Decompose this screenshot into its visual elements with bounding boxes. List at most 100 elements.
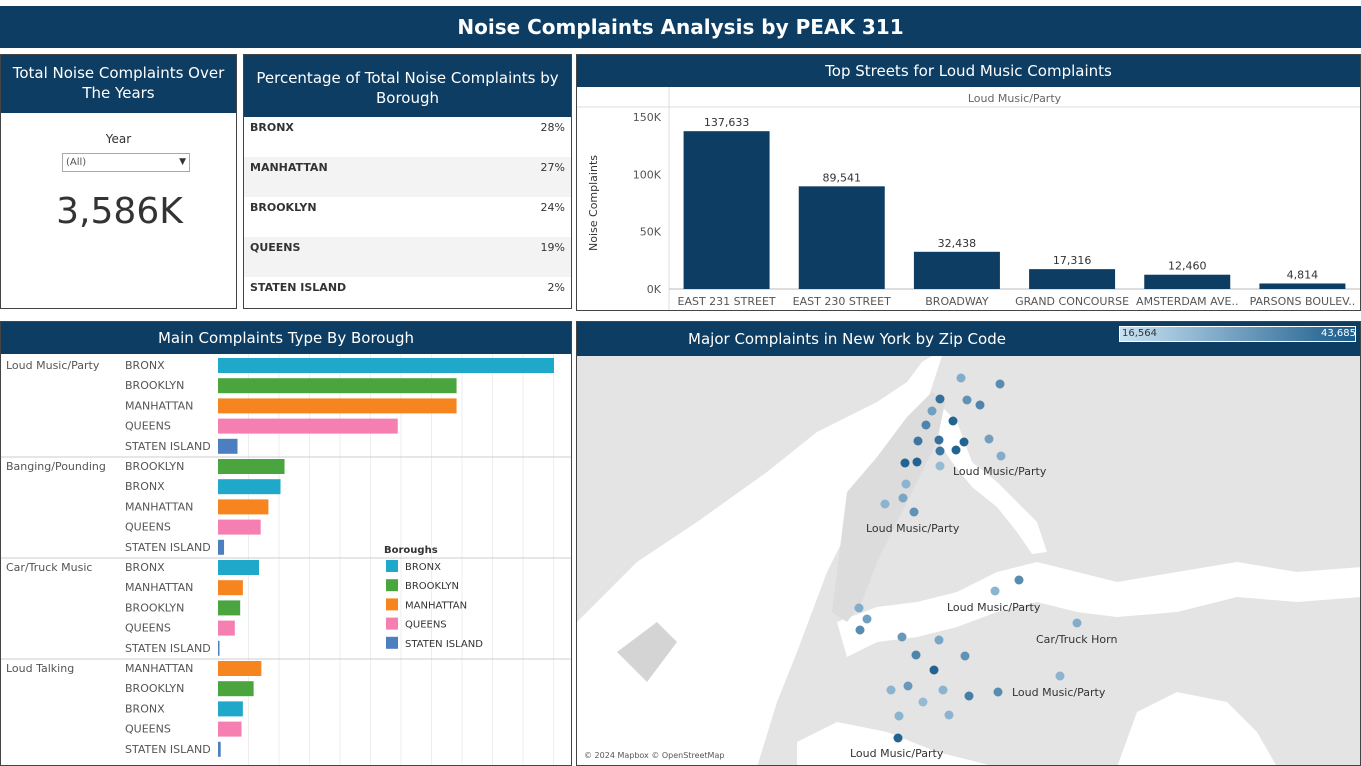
pct-row[interactable]: STATEN ISLAND 2% [244,277,571,308]
zip-marker[interactable] [927,406,937,416]
legend-label: BRONX [405,562,441,573]
zip-marker[interactable] [959,437,969,447]
pct-row[interactable]: BROOKLYN 24% [244,197,571,237]
zip-marker[interactable] [886,685,896,695]
borough-label: BRONX [125,359,165,372]
borough-label: MANHATTAN [125,500,193,513]
main-panel-title: Main Complaints Type By Borough [1,322,571,354]
zip-marker[interactable] [897,632,907,642]
zip-marker[interactable] [935,461,945,471]
zip-marker[interactable] [934,635,944,645]
legend-swatch[interactable] [386,598,398,611]
pct-borough-name: MANHATTAN [250,161,328,174]
zip-marker[interactable] [956,373,966,383]
total-complaints-panel: Total Noise Complaints Over The Years Ye… [0,54,237,309]
street-bar[interactable] [798,186,885,289]
legend-swatch[interactable] [386,560,398,572]
zip-marker[interactable] [862,614,872,624]
zip-marker[interactable] [934,435,944,445]
bar-value-label: 32,438 [938,237,977,250]
complaint-type-label: Car/Truck Music [6,561,92,574]
zip-marker[interactable] [893,733,903,743]
borough-bar[interactable] [218,358,554,373]
street-bar[interactable] [913,251,1000,289]
zip-marker[interactable] [898,493,908,503]
zip-marker[interactable] [894,711,904,721]
borough-bar[interactable] [218,398,457,414]
zip-marker[interactable] [929,665,939,675]
y-tick-label: 150K [633,111,662,124]
y-axis-label: Noise Complaints [587,155,600,251]
zip-marker[interactable] [964,691,974,701]
borough-bar[interactable] [218,378,457,394]
borough-bar[interactable] [218,519,261,535]
borough-bar[interactable] [218,640,220,656]
bar-value-label: 12,460 [1168,260,1207,273]
zip-marker[interactable] [900,458,910,468]
legend-swatch[interactable] [386,636,398,649]
borough-bar[interactable] [218,661,262,676]
borough-bar[interactable] [218,701,243,717]
zip-marker[interactable] [1072,618,1082,628]
zip-marker[interactable] [960,651,970,661]
nyc-map[interactable]: Loud Music/Party Loud Music/Party Loud Mus… [577,322,1361,766]
borough-bar[interactable] [218,418,398,434]
zip-marker[interactable] [854,603,864,613]
borough-bar[interactable] [218,580,243,596]
legend-swatch[interactable] [386,579,398,592]
zip-marker[interactable] [880,499,890,509]
pct-row[interactable]: MANHATTAN 27% [244,157,571,197]
borough-bar[interactable] [218,560,259,575]
zip-marker[interactable] [962,395,972,405]
street-bar[interactable] [683,131,770,289]
pct-row[interactable]: QUEENS 19% [244,237,571,277]
zip-marker[interactable] [855,625,865,635]
zip-marker[interactable] [951,445,961,455]
top-streets-panel: Top Streets for Loud Music Complaints Lo… [576,54,1361,311]
zip-marker[interactable] [935,394,945,404]
zip-marker[interactable] [990,586,1000,596]
zip-marker[interactable] [911,650,921,660]
zip-marker[interactable] [984,434,994,444]
zip-marker[interactable] [913,436,923,446]
chevron-down-icon[interactable]: ▼ [179,157,186,167]
zip-marker[interactable] [1014,575,1024,585]
map-complaint-label: Loud Music/Party [1012,686,1106,699]
pct-value: 28% [540,121,565,134]
zip-marker[interactable] [935,446,945,456]
zip-marker[interactable] [948,416,958,426]
zip-marker[interactable] [909,507,919,517]
borough-bar[interactable] [218,438,238,454]
land-manhattan [832,392,945,622]
legend-swatch[interactable] [386,617,398,630]
borough-bar[interactable] [218,620,235,636]
borough-bar[interactable] [218,459,285,474]
zip-marker[interactable] [996,451,1006,461]
borough-bar[interactable] [218,499,269,515]
zip-marker[interactable] [903,681,913,691]
zip-marker[interactable] [901,479,911,489]
zip-marker[interactable] [921,420,931,430]
zip-marker[interactable] [975,400,985,410]
street-bar[interactable] [1144,274,1231,289]
borough-bar[interactable] [218,721,242,737]
zip-marker[interactable] [1055,671,1065,681]
borough-bar[interactable] [218,600,241,616]
x-tick-label: GRAND CONCOURSE [1015,295,1129,308]
borough-label: MANHATTAN [125,399,193,412]
year-filter-dropdown[interactable]: (All) ▼ [62,153,190,172]
borough-bar[interactable] [218,539,225,555]
street-bar[interactable] [1029,269,1116,289]
borough-bar[interactable] [218,681,254,697]
borough-bar[interactable] [218,741,221,757]
street-bar[interactable] [1259,283,1346,289]
zip-marker[interactable] [912,457,922,467]
zip-marker[interactable] [993,687,1003,697]
borough-percentage-panel: Percentage of Total Noise Complaints by … [243,54,572,309]
pct-row[interactable]: BRONX 28% [244,117,571,157]
zip-marker[interactable] [944,710,954,720]
borough-bar[interactable] [218,479,281,495]
zip-marker[interactable] [938,685,948,695]
zip-marker[interactable] [995,379,1005,389]
zip-marker[interactable] [918,697,928,707]
